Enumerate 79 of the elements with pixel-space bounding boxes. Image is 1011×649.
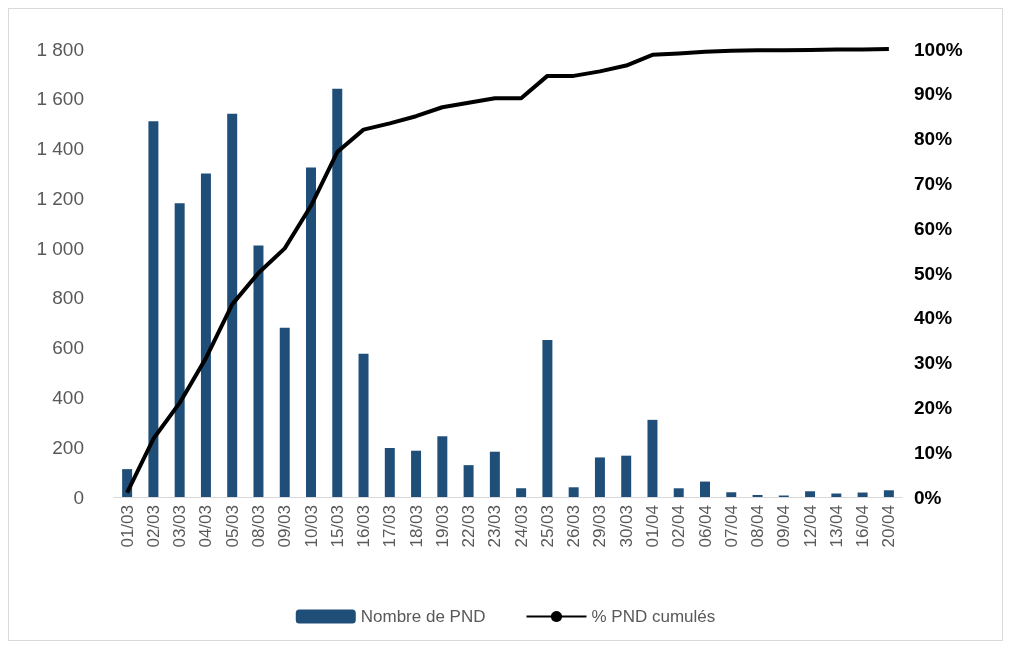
y2-tick-label: 20% — [914, 396, 953, 418]
y-tick-label: 200 — [52, 436, 84, 458]
bar — [463, 465, 474, 497]
y2-tick-label: 50% — [914, 262, 953, 284]
y-tick-label: 0 — [73, 486, 84, 508]
y-tick-label: 600 — [52, 337, 84, 359]
x-tick-label: 18/03 — [406, 505, 426, 548]
x-tick-label: 22/03 — [459, 505, 479, 548]
y-tick-label: 800 — [52, 287, 84, 309]
bar — [200, 173, 211, 497]
bar — [384, 447, 395, 497]
y2-tick-label: 0% — [914, 486, 942, 508]
bar — [542, 339, 553, 497]
y2-tick-label: 40% — [914, 307, 953, 329]
x-tick-label: 15/03 — [327, 505, 347, 548]
bar — [673, 488, 684, 497]
bar — [411, 450, 422, 497]
x-tick-label: 20/04 — [879, 505, 899, 548]
y2-tick-label: 30% — [914, 352, 953, 374]
bar — [358, 353, 369, 497]
x-tick-label: 23/03 — [485, 505, 505, 548]
y-tick-label: 1 400 — [36, 138, 84, 160]
bar — [332, 88, 343, 497]
bar — [174, 203, 185, 497]
x-tick-label: 09/03 — [275, 505, 295, 548]
bar — [437, 436, 448, 497]
bar — [489, 451, 500, 497]
bar — [883, 490, 894, 497]
x-tick-label: 16/04 — [853, 505, 873, 548]
x-tick-label: 12/04 — [800, 505, 820, 548]
y-tick-label: 400 — [52, 386, 84, 408]
x-tick-label: 19/03 — [432, 505, 452, 548]
y2-tick-label: 60% — [914, 217, 953, 239]
x-tick-label: 06/04 — [695, 505, 715, 548]
y2-tick-label: 100% — [914, 38, 963, 60]
bar — [726, 492, 737, 497]
x-tick-label: 08/03 — [248, 505, 268, 548]
bar — [621, 455, 632, 497]
y-tick-label: 1 600 — [36, 88, 84, 110]
x-tick-label: 16/03 — [354, 505, 374, 548]
bar — [647, 419, 658, 497]
x-tick-label: 25/03 — [537, 505, 557, 548]
x-tick-label: 01/03 — [117, 505, 137, 548]
y-tick-label: 1 200 — [36, 187, 84, 209]
x-tick-label: 13/04 — [826, 505, 846, 548]
bar — [227, 113, 238, 497]
x-tick-label: 07/04 — [721, 505, 741, 548]
x-tick-label: 26/03 — [564, 505, 584, 548]
x-tick-label: 05/03 — [222, 505, 242, 548]
bar — [279, 327, 290, 497]
x-tick-label: 10/03 — [301, 505, 321, 548]
x-tick-label: 02/04 — [669, 505, 689, 548]
x-tick-label: 04/03 — [196, 505, 216, 548]
y2-tick-label: 70% — [914, 172, 953, 194]
legend-label: % PND cumulés — [591, 607, 716, 626]
bar — [594, 457, 605, 497]
x-tick-label: 24/03 — [511, 505, 531, 548]
y2-tick-label: 10% — [914, 441, 953, 463]
x-tick-label: 09/04 — [774, 505, 794, 548]
x-tick-label: 30/03 — [616, 505, 636, 548]
bar — [568, 487, 579, 497]
x-tick-label: 03/03 — [170, 505, 190, 548]
y2-tick-label: 80% — [914, 128, 953, 150]
x-tick-label: 01/04 — [642, 505, 662, 548]
bar — [805, 491, 816, 497]
y2-tick-label: 90% — [914, 83, 953, 105]
x-tick-label: 29/03 — [590, 505, 610, 548]
x-tick-label: 02/03 — [143, 505, 163, 548]
bar — [306, 167, 316, 497]
bar — [148, 121, 159, 497]
x-tick-label: 08/04 — [748, 505, 768, 548]
x-tick-label: 17/03 — [380, 505, 400, 548]
bar — [516, 488, 527, 497]
bar — [253, 245, 264, 497]
line-series — [125, 47, 891, 495]
legend-label: Nombre de PND — [360, 607, 486, 626]
y-tick-label: 1 000 — [36, 237, 84, 259]
bar — [700, 481, 710, 497]
y-tick-label: 1 800 — [36, 38, 84, 60]
